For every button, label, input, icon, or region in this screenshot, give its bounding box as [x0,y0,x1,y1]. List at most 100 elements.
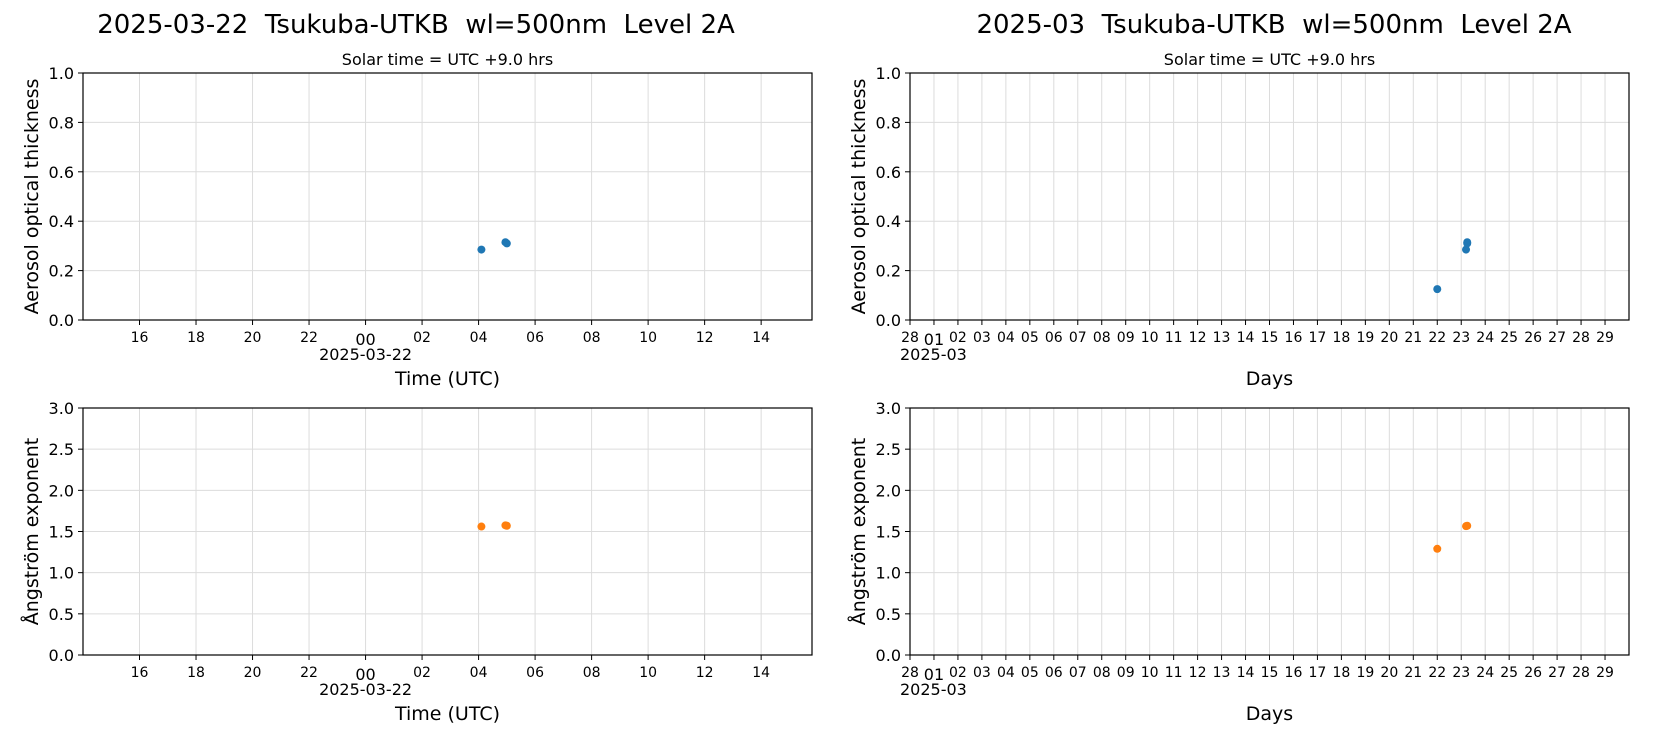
x-tick-label: 02 [949,330,967,346]
x-tick-label: 17 [1309,330,1327,346]
x-tick-label: 07 [1069,330,1087,346]
x-tick-label: 19 [1356,665,1374,681]
x-tick-label: 06 [1045,665,1063,681]
x-date-label: 2025-03-22 [319,680,412,699]
x-tick-label: 12 [696,665,714,681]
y-tick-label: 0.5 [876,605,901,624]
x-tick-label: 22 [300,665,318,681]
x-tick-label: 09 [1117,330,1135,346]
y-tick-label: 0.0 [49,311,74,330]
x-tick-label: 13 [1213,330,1231,346]
x-tick-label: 09 [1117,665,1135,681]
x-axis-label: Time (UTC) [394,703,500,725]
data-point [477,522,486,531]
x-tick-label: 12 [1189,665,1207,681]
x-tick-label: 15 [1261,330,1279,346]
x-tick-label: 10 [639,665,657,681]
x-tick-label: 29 [1596,330,1614,346]
x-tick-label: 10 [639,330,657,346]
x-tick-label: 22 [300,330,318,346]
x-tick-label: 06 [1045,330,1063,346]
x-tick-label: 02 [413,330,431,346]
y-tick-label: 1.0 [876,64,901,83]
x-tick-label: 27 [1548,665,1566,681]
daily-chart-title: 2025-03-22 Tsukuba-UTKB wl=500nm Level 2… [97,10,735,40]
x-tick-label: 05 [1021,330,1039,346]
x-tick-label: 23 [1452,330,1470,346]
x-tick-label: 25 [1500,665,1518,681]
x-tick-label: 28 [901,665,919,681]
y-tick-label: 0.0 [876,646,901,665]
x-tick-label: 04 [470,665,488,681]
x-tick-label: 04 [997,330,1015,346]
x-tick-label: 13 [1213,665,1231,681]
monthly-chart-title: 2025-03 Tsukuba-UTKB wl=500nm Level 2A [976,10,1572,40]
data-point [502,521,511,530]
x-tick-label: 29 [1596,665,1614,681]
y-tick-label: 0.8 [49,113,74,132]
x-tick-label: 23 [1452,665,1470,681]
y-axis-label: Aerosol optical thickness [21,79,43,315]
x-axis-label: Time (UTC) [394,368,500,390]
y-tick-label: 3.0 [49,399,74,418]
chart-subtitle: Solar time = UTC +9.0 hrs [1164,50,1375,69]
data-point [1463,521,1472,530]
data-point [1463,239,1472,248]
x-tick-label: 02 [413,665,431,681]
plot-frame [82,72,813,321]
y-tick-label: 0.2 [49,262,74,281]
x-tick-label: 10 [1141,665,1159,681]
x-date-label: 2025-03-22 [319,345,412,364]
y-tick-label: 1.0 [49,564,74,583]
x-tick-label: 24 [1476,330,1494,346]
y-tick-label: 2.5 [876,440,901,459]
x-tick-label: 10 [1141,330,1159,346]
x-tick-label: 16 [1285,665,1303,681]
x-date-label: 2025-03 [900,680,967,699]
x-tick-label: 20 [244,665,262,681]
y-tick-label: 2.5 [49,440,74,459]
y-tick-label: 1.5 [49,523,74,542]
x-tick-label: 16 [131,330,149,346]
data-point [1433,544,1442,553]
x-tick-label: 19 [1356,330,1374,346]
x-tick-label: 08 [583,330,601,346]
x-tick-label: 14 [752,665,770,681]
y-tick-label: 0.2 [876,262,901,281]
x-tick-label: 15 [1261,665,1279,681]
x-tick-label: 21 [1404,330,1422,346]
y-tick-label: 0.4 [49,212,74,231]
y-tick-label: 0.0 [49,646,74,665]
x-axis-label: Days [1246,703,1293,725]
y-axis-label: Aerosol optical thickness [848,79,870,315]
x-tick-label: 26 [1524,665,1542,681]
x-tick-label: 18 [1332,665,1350,681]
x-tick-label: 27 [1548,330,1566,346]
x-tick-label: 05 [1021,665,1039,681]
x-tick-label: 18 [1332,330,1350,346]
x-tick-label: 08 [1093,330,1111,346]
x-tick-label: 04 [470,330,488,346]
x-tick-label: 02 [949,665,967,681]
x-tick-label: 28 [1572,665,1590,681]
data-point [477,245,486,254]
x-tick-label: 28 [901,330,919,346]
x-tick-label: 16 [131,665,149,681]
y-tick-label: 0.5 [49,605,74,624]
data-point [1462,245,1471,254]
x-tick-label: 16 [1285,330,1303,346]
x-tick-label: 08 [583,665,601,681]
x-tick-label: 11 [1165,665,1183,681]
x-tick-label: 25 [1500,330,1518,346]
y-tick-label: 0.4 [876,212,901,231]
y-tick-label: 2.0 [876,481,901,500]
x-tick-label: 08 [1093,665,1111,681]
x-tick-label: 12 [696,330,714,346]
x-date-label: 2025-03 [900,345,967,364]
y-tick-label: 0.6 [49,163,74,182]
x-tick-label: 22 [1428,665,1446,681]
x-tick-label: 00 [355,330,375,349]
y-tick-label: 1.5 [876,523,901,542]
x-tick-label: 26 [1524,330,1542,346]
